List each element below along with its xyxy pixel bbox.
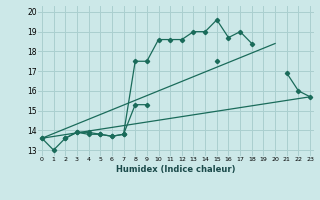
X-axis label: Humidex (Indice chaleur): Humidex (Indice chaleur) [116,165,236,174]
